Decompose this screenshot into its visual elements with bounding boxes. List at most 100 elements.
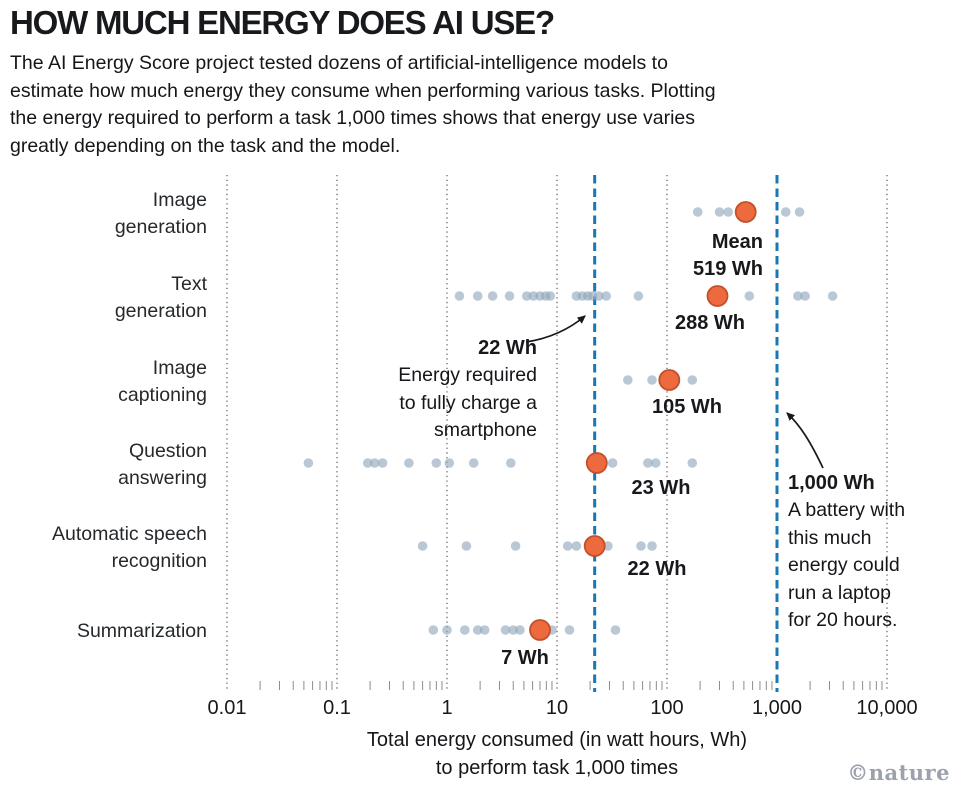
x-tick-label: 0.01 <box>207 697 247 719</box>
row-label: Image generation <box>114 188 207 239</box>
mean-label: 7 Wh <box>501 647 549 669</box>
data-point <box>610 625 621 635</box>
x-axis-title: Total energy consumed (in watt hours, Wh… <box>227 726 887 782</box>
row-label: Text generation <box>114 272 207 323</box>
x-tick-label: 1,000 <box>751 697 803 719</box>
x-tick-label: 10,000 <box>856 697 918 719</box>
row-label: Image captioning <box>118 356 207 407</box>
data-point <box>460 625 470 635</box>
data-point <box>687 458 698 468</box>
mean-point <box>529 619 551 641</box>
data-point <box>744 291 755 301</box>
data-point <box>794 207 805 217</box>
annotation-1000wh-caption-line: run a laptop <box>788 581 891 604</box>
mean-label: 23 Wh <box>631 477 691 499</box>
x-axis-title-line: to perform task 1,000 times <box>435 757 679 779</box>
data-point <box>643 458 653 468</box>
data-point <box>461 541 472 551</box>
subtitle-line: the energy required to perform a task 1,… <box>10 107 696 129</box>
data-point <box>510 541 521 551</box>
x-tick-label: 100 <box>650 697 684 719</box>
row-label: Summarization <box>76 620 207 643</box>
subtitle-line: estimate how much energy they consume wh… <box>10 79 716 102</box>
mean-label: 105 Wh <box>651 396 723 418</box>
data-point <box>369 458 380 468</box>
data-point <box>687 375 698 385</box>
data-point <box>442 625 452 635</box>
data-point <box>303 458 314 468</box>
arrow-to-22wh-line <box>525 315 586 343</box>
nature-credit: ©nature <box>847 760 950 785</box>
data-point <box>472 625 483 635</box>
mean-point <box>706 285 729 307</box>
data-point <box>647 541 657 551</box>
x-axis-title-line: Total energy consumed (in watt hours, Wh… <box>366 729 748 751</box>
row-label: Automatic speech recognition <box>51 522 207 573</box>
data-point <box>417 541 428 551</box>
row-label: Question answering <box>118 439 207 490</box>
data-point <box>377 458 388 468</box>
data-point <box>564 625 575 635</box>
subtitle-line: The AI Energy Score project tested dozen… <box>10 52 668 74</box>
arrow-to-1000wh-line <box>786 412 824 469</box>
data-point <box>454 291 465 301</box>
data-point <box>508 625 518 635</box>
annotation-1000wh-caption-line: this much <box>788 526 872 549</box>
annotation-22wh-caption-line: smartphone <box>434 419 537 441</box>
mean-point <box>585 452 608 474</box>
data-point <box>594 291 604 301</box>
mean-label: Mean 519 Wh <box>692 231 763 280</box>
data-point <box>603 541 613 551</box>
data-point <box>692 207 703 217</box>
data-point <box>362 458 373 468</box>
data-point <box>468 458 479 468</box>
data-point <box>633 291 644 301</box>
data-point <box>601 291 611 301</box>
x-tick-label: 1 <box>441 697 453 719</box>
data-point <box>650 458 661 468</box>
data-point <box>800 291 810 301</box>
data-point <box>428 625 439 635</box>
data-point <box>827 291 838 301</box>
x-tick-label: 0.1 <box>323 697 351 719</box>
annotation-22wh-caption-line: to fully charge a <box>399 391 537 414</box>
annotation-1000wh-caption-line: for 20 hours. <box>788 609 898 631</box>
annotation-1000wh-caption-line: energy could <box>788 554 900 576</box>
annotation-22wh-caption-line: Energy required <box>398 364 537 386</box>
x-tick-label: 10 <box>545 697 569 719</box>
data-point <box>515 625 525 635</box>
mean-label: 288 Wh <box>674 312 746 334</box>
data-point <box>472 291 483 301</box>
subtitle: The AI Energy Score project tested dozen… <box>10 50 716 160</box>
data-point <box>500 625 511 635</box>
mean-point <box>658 369 681 391</box>
data-point <box>571 541 582 551</box>
annotation-22wh-title: 22 Wh <box>478 337 537 359</box>
page-title: HOW MUCH ENERGY DOES AI USE? <box>10 4 555 41</box>
data-point <box>521 291 532 301</box>
annotation-1000wh-caption-line: A battery with <box>788 499 906 521</box>
mean-point <box>583 535 606 557</box>
data-point <box>404 458 414 468</box>
mean-point <box>734 201 757 223</box>
data-point <box>444 458 455 468</box>
mean-label: 22 Wh <box>627 558 687 580</box>
data-point <box>623 375 633 385</box>
data-point <box>723 207 733 217</box>
data-point <box>714 207 725 217</box>
data-point <box>562 541 573 551</box>
data-point <box>479 625 490 635</box>
annotation-1000wh: 1,000 Wh A battery with this much energy… <box>788 469 905 635</box>
data-point <box>545 291 556 301</box>
data-point <box>506 458 516 468</box>
data-point <box>780 207 791 217</box>
data-point <box>636 541 646 551</box>
data-point <box>793 291 803 301</box>
data-point <box>607 458 618 468</box>
data-point <box>504 291 515 301</box>
data-point <box>528 291 539 301</box>
data-point <box>647 375 657 385</box>
